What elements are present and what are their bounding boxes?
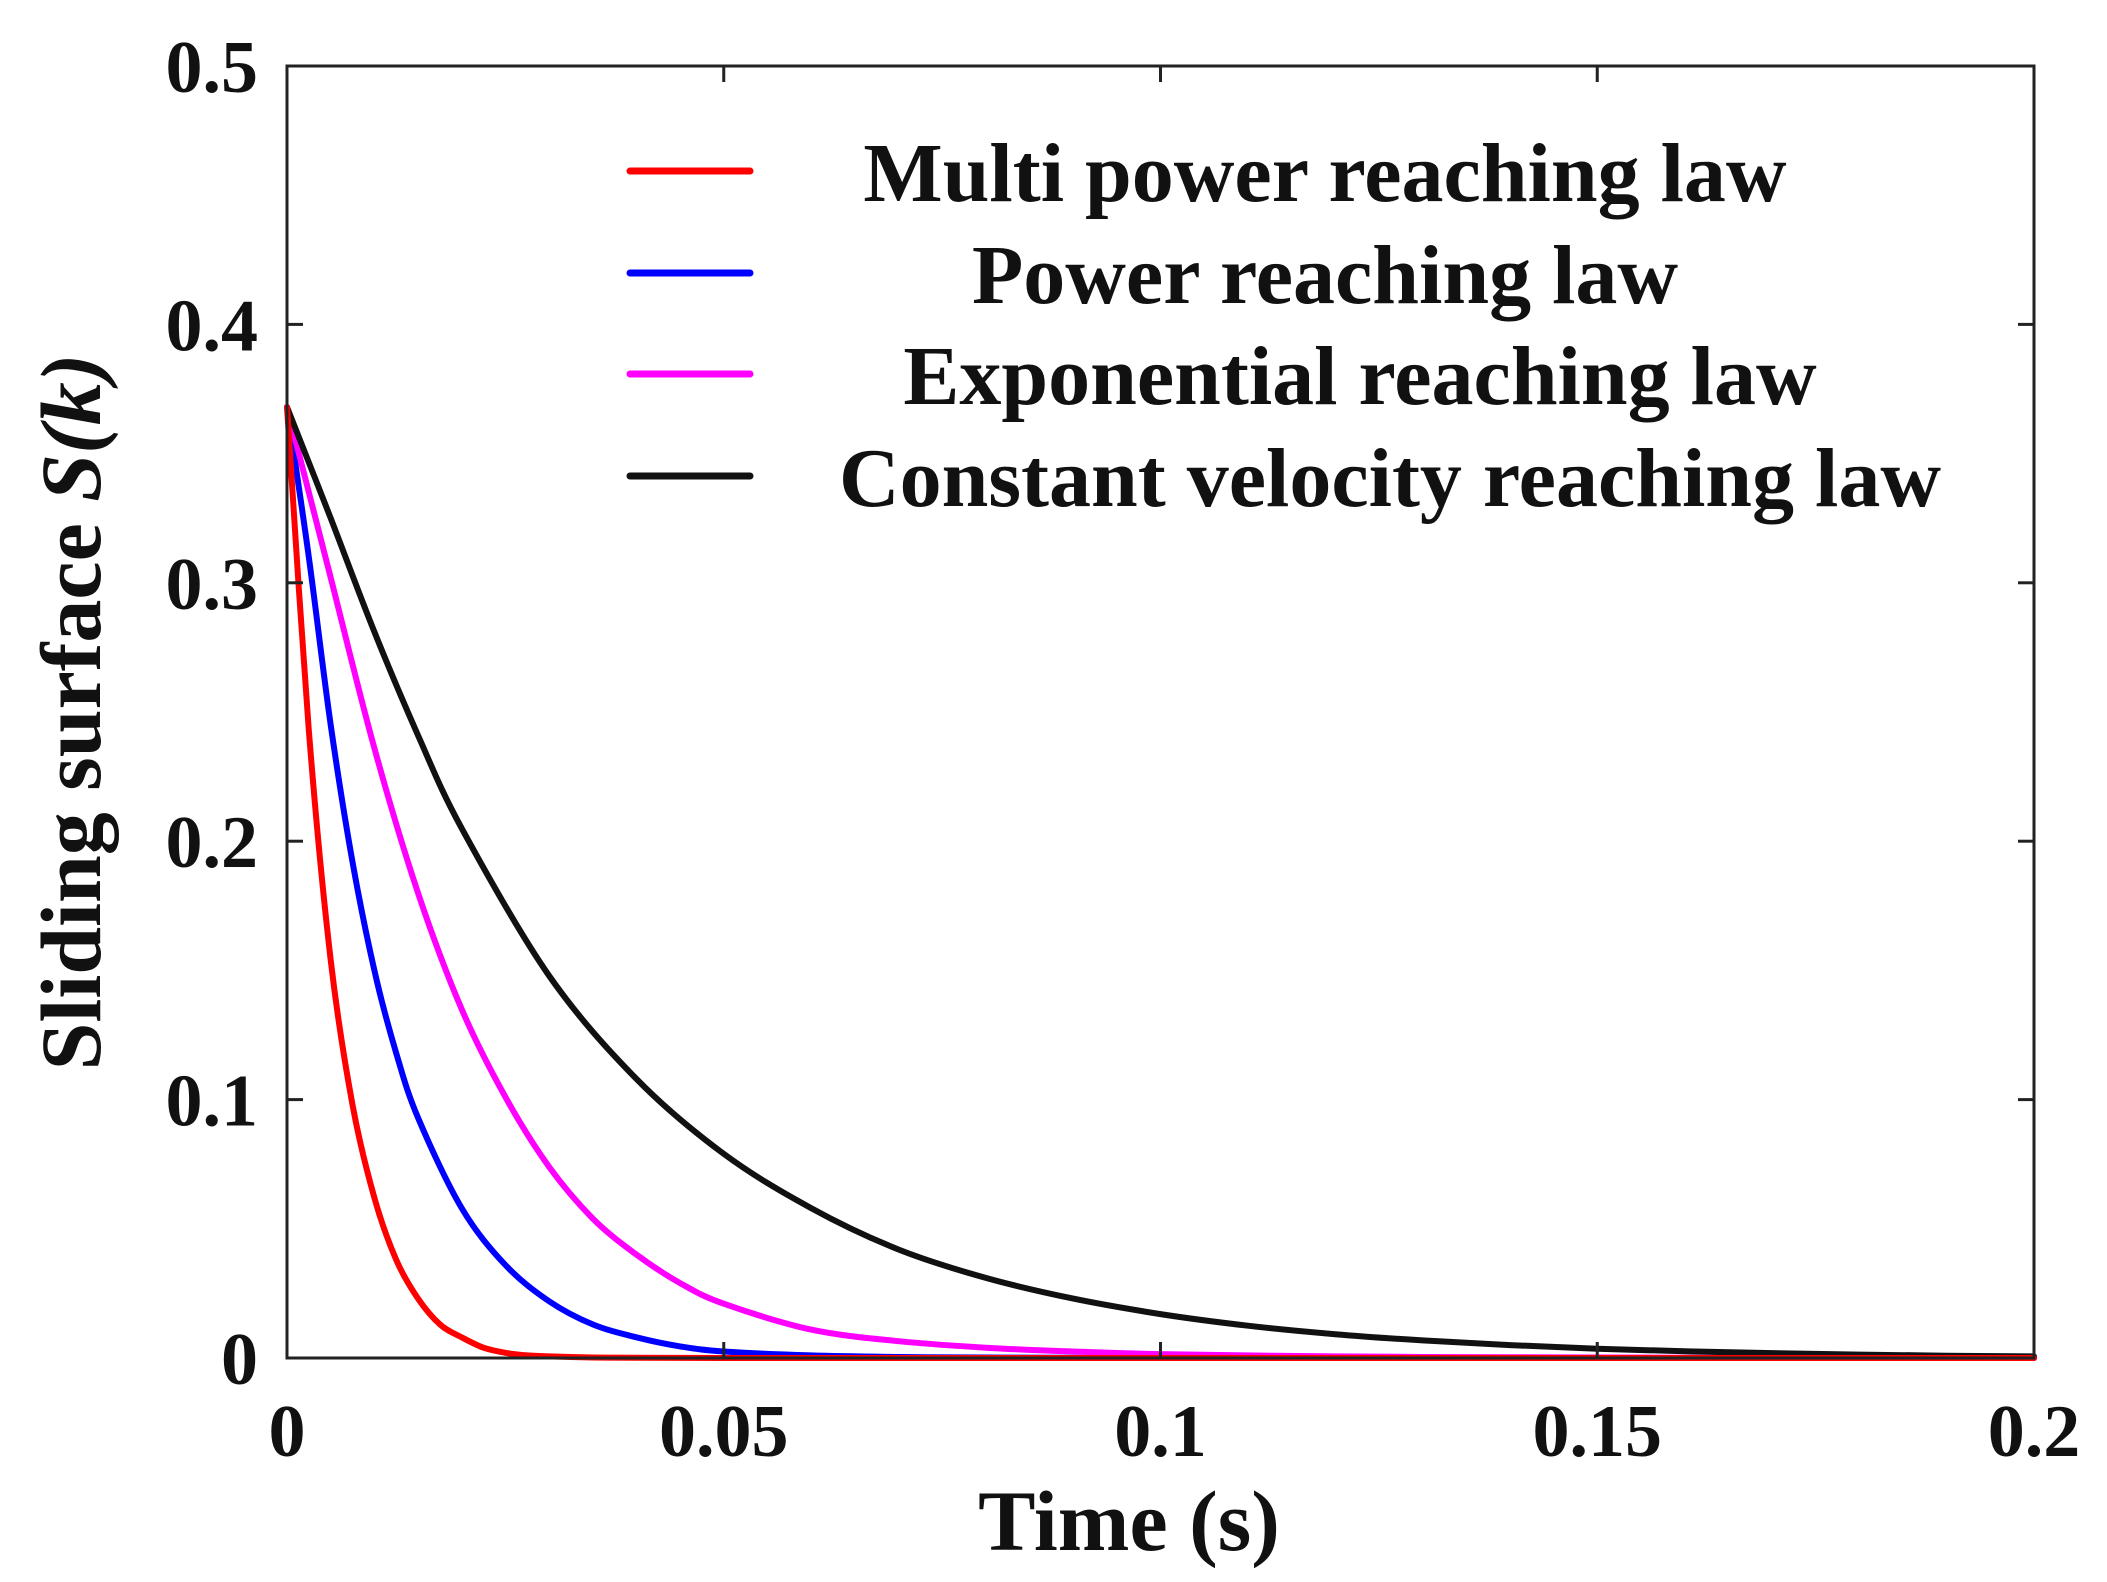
x-axis-title: Time (s) [978, 1473, 1280, 1569]
y-axis-title-symbol: S(k) [23, 354, 119, 502]
y-tick-label: 0.5 [166, 27, 259, 109]
legend-label-2: Power reaching law [972, 229, 1678, 322]
tick-layer: 0 0.05 0.1 0.15 0.2 0 0.1 0.2 0.3 0.4 0.5 [166, 27, 2081, 1473]
legend-label-3: Exponential reaching law [903, 330, 1817, 423]
legend-label-4: Constant velocity reaching law [839, 432, 1941, 525]
legend-label-1: Multi power reaching law [863, 127, 1787, 220]
y-axis-title: Sliding surface S(k) [23, 354, 119, 1071]
x-tick-label: 0.15 [1533, 1391, 1663, 1473]
y-tick-label: 0.2 [166, 802, 259, 884]
x-tick-label: 0.2 [1988, 1391, 2081, 1473]
y-tick-label: 0.4 [166, 285, 259, 367]
y-tick-label: 0 [221, 1319, 258, 1401]
y-axis-title-text: Sliding surface [23, 502, 119, 1071]
x-tick-label: 0.1 [1114, 1391, 1207, 1473]
x-tick-label: 0.05 [659, 1391, 789, 1473]
x-tick-label: 0 [269, 1391, 306, 1473]
y-tick-label: 0.3 [166, 544, 259, 626]
series-line-4 [284, 404, 2037, 1360]
y-tick-label: 0.1 [166, 1061, 259, 1143]
